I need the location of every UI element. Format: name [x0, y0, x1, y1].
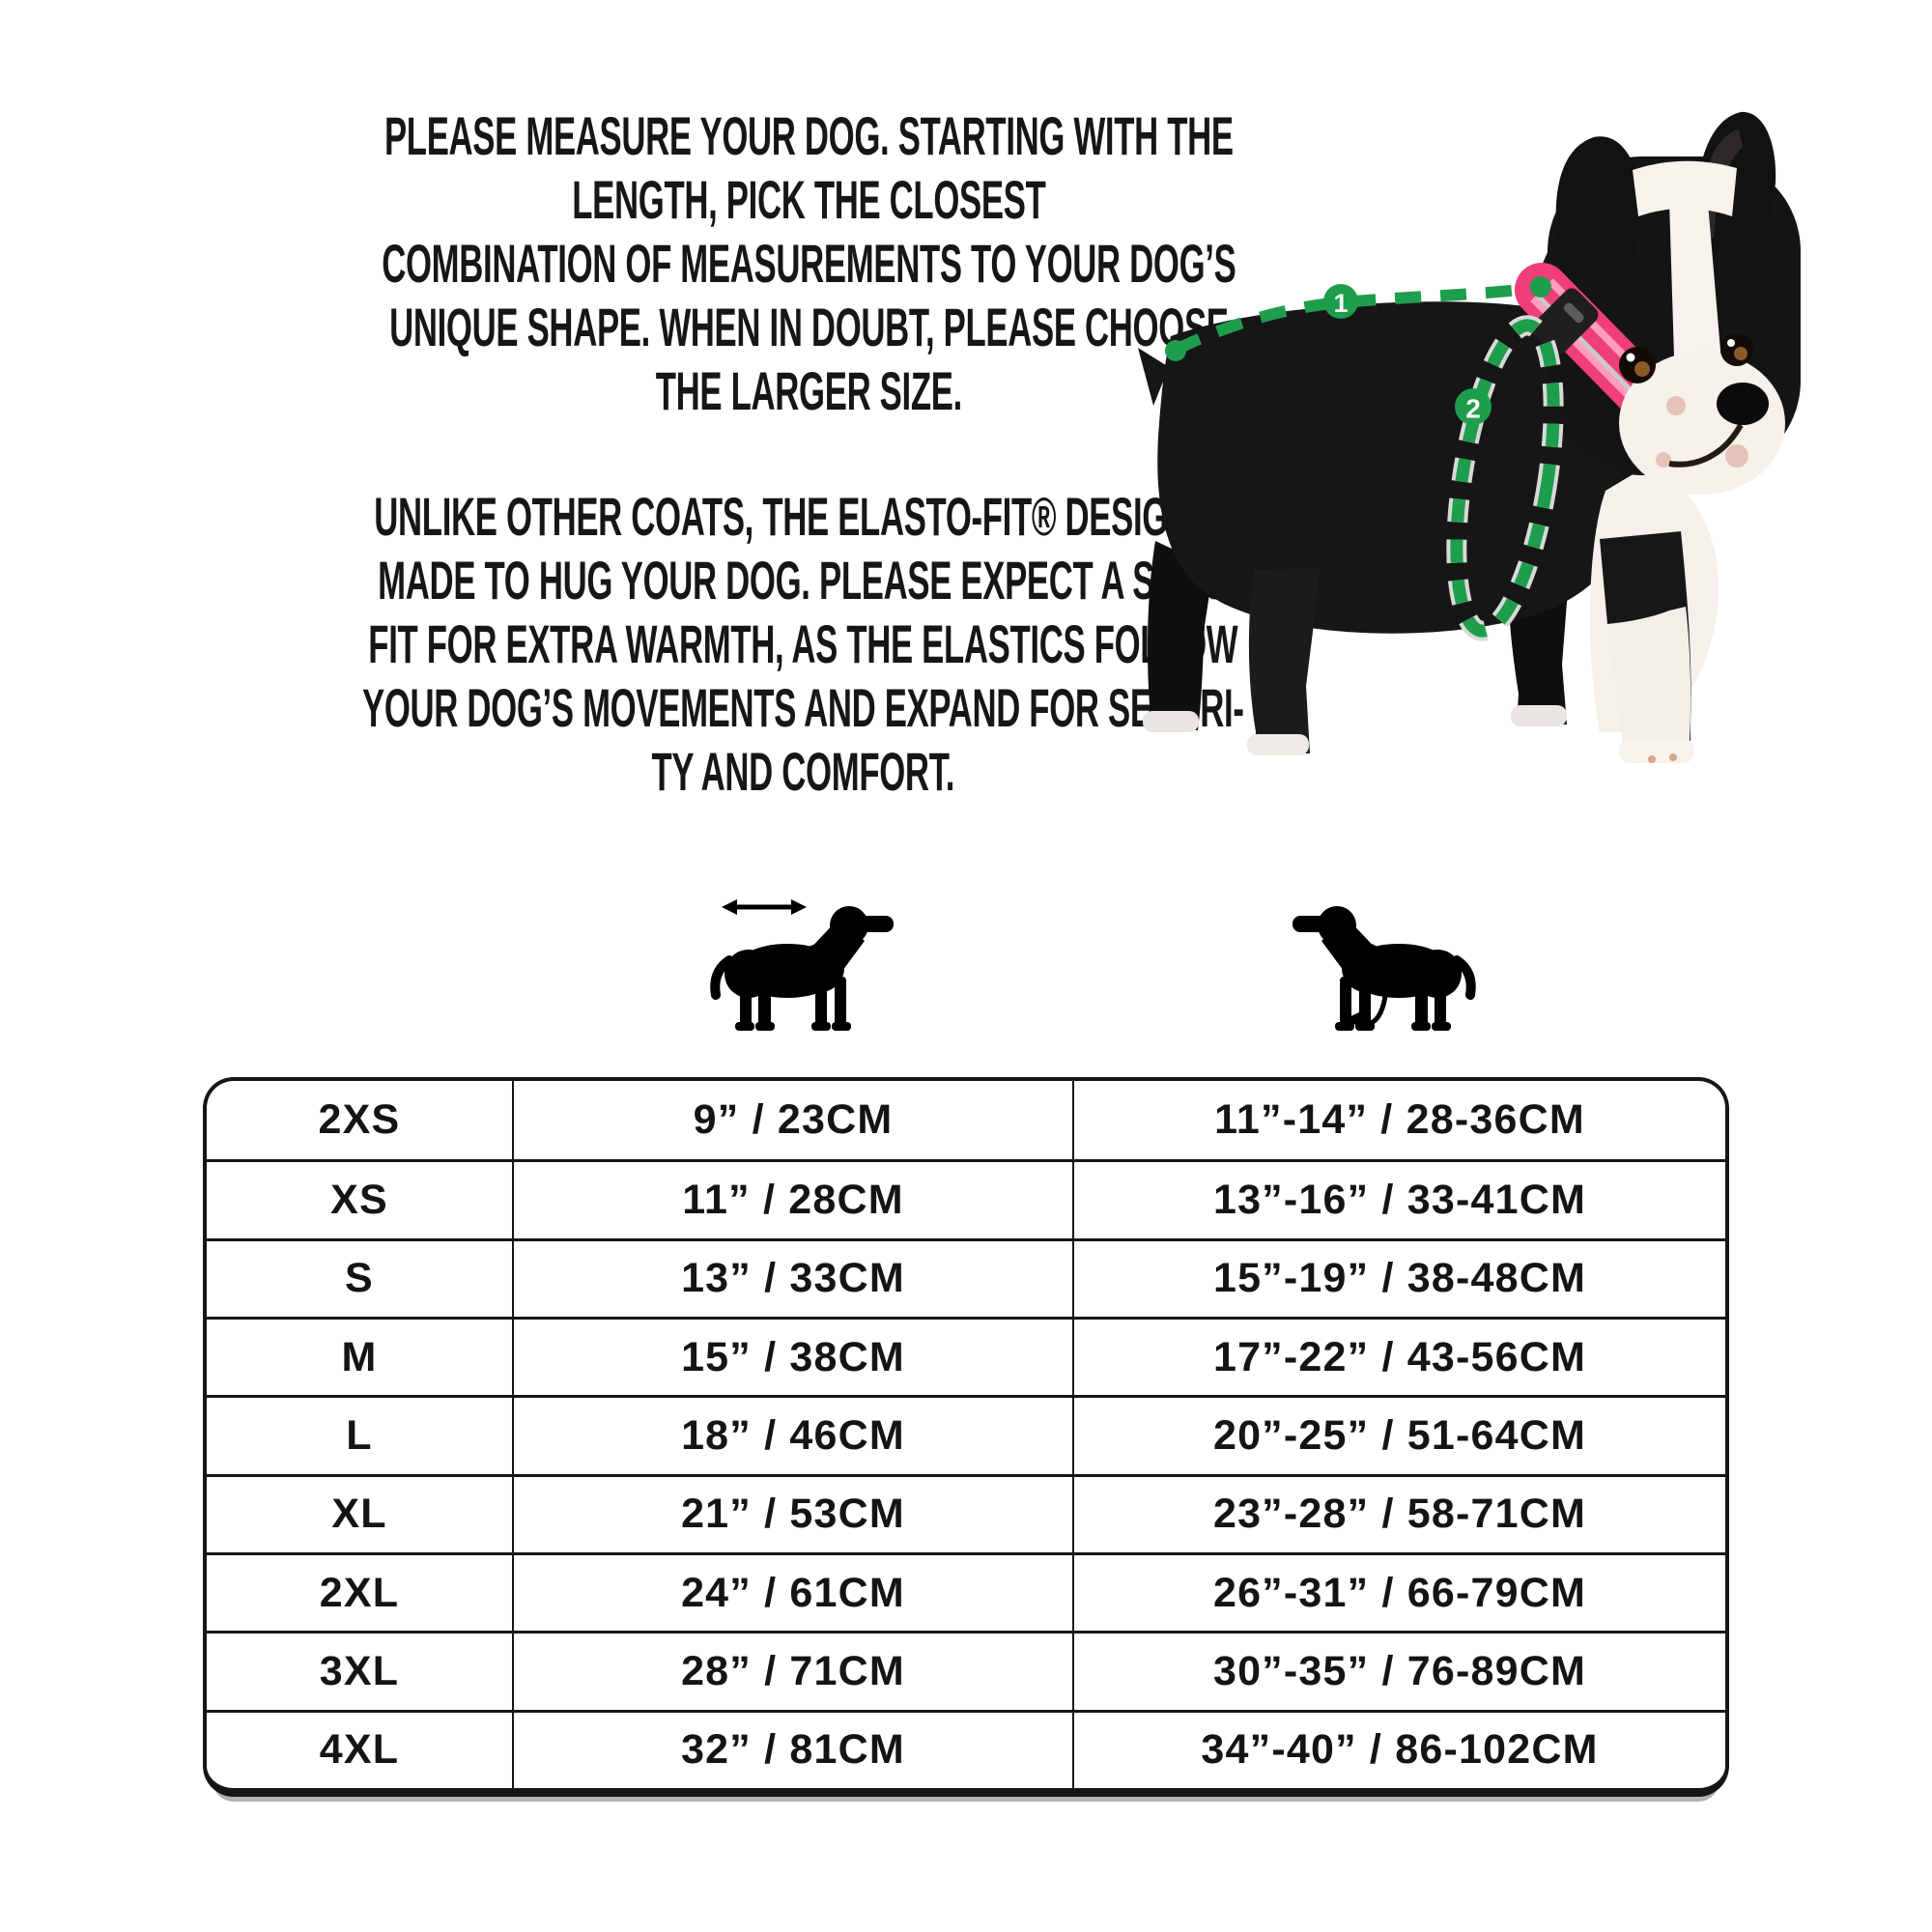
instructions-line: THE LARGER SIZE.	[655, 360, 962, 421]
length-value: 21” / 53CM	[512, 1473, 1072, 1552]
length-value: 32” / 81CM	[512, 1709, 1072, 1788]
girth-value: 26”-31” / 66-79CM	[1072, 1552, 1725, 1632]
elasto-fit-note: UNLIKE OTHER COATS, THE ELASTO-FIT® DESI…	[204, 485, 1402, 804]
girth-value: 20”-25” / 51-64CM	[1072, 1395, 1725, 1474]
girth-value: 17”-22” / 43-56CM	[1072, 1317, 1725, 1396]
instructions-line: PLEASE MEASURE YOUR DOG. STARTING WITH T…	[384, 105, 1234, 166]
note-line: MADE TO HUG YOUR DOG. PLEASE EXPECT A SN…	[378, 550, 1229, 611]
girth-value: 11”-14” / 28-36CM	[1072, 1081, 1725, 1160]
size-label: 4XL	[207, 1709, 512, 1788]
length-value: 24” / 61CM	[512, 1552, 1072, 1632]
length-value: 28” / 71CM	[512, 1631, 1072, 1710]
size-label: 3XL	[207, 1631, 512, 1709]
size-label: L	[207, 1395, 512, 1473]
length-line-end-dot	[1530, 276, 1551, 298]
size-label: 2XL	[207, 1552, 512, 1631]
dog-silhouette-length-icon	[708, 899, 901, 1043]
measurement-marker-2: 2	[1455, 388, 1492, 425]
length-value: 18” / 46CM	[512, 1395, 1072, 1474]
length-value: 13” / 33CM	[512, 1237, 1072, 1317]
girth-value: 30”-35” / 76-89CM	[1072, 1631, 1725, 1710]
size-chart-table: 2XS 9” / 23CM 11”-14” / 28-36CM XS 11” /…	[203, 1077, 1729, 1797]
note-line: UNLIKE OTHER COATS, THE ELASTO-FIT® DESI…	[374, 486, 1233, 547]
measuring-instructions: PLEASE MEASURE YOUR DOG. STARTING WITH T…	[210, 104, 1407, 423]
girth-value: 34”-40” / 86-102CM	[1072, 1709, 1725, 1788]
instructions-line: COMBINATION OF MEASUREMENTS TO YOUR DOG’…	[382, 233, 1236, 294]
dog-silhouette-girth-icon	[1285, 887, 1478, 1043]
girth-value: 15”-19” / 38-48CM	[1072, 1237, 1725, 1317]
instructions-line: LENGTH, PICK THE CLOSEST	[572, 169, 1046, 230]
instructions-line: UNIQUE SHAPE. WHEN IN DOUBT, PLEASE CHOO…	[389, 297, 1229, 357]
length-value: 11” / 28CM	[512, 1159, 1072, 1238]
length-line-start-dot	[1165, 340, 1186, 361]
svg-text:2: 2	[1465, 394, 1481, 424]
girth-rotation-arrow-icon	[1345, 938, 1389, 1029]
length-value: 15” / 38CM	[512, 1317, 1072, 1396]
girth-value: 23”-28” / 58-71CM	[1072, 1473, 1725, 1552]
size-label: 2XS	[318, 1096, 401, 1144]
note-line: FIT FOR EXTRA WARMTH, AS THE ELASTICS FO…	[368, 613, 1238, 674]
length-value: 9” / 23CM	[512, 1081, 1072, 1160]
svg-text:1: 1	[1333, 289, 1348, 318]
note-line: YOUR DOG’S MOVEMENTS AND EXPAND FOR SECU…	[361, 677, 1244, 738]
size-label: S	[207, 1237, 512, 1317]
measurement-marker-1: 1	[1323, 284, 1358, 319]
size-label: XL	[207, 1473, 512, 1552]
girth-value: 13”-16” / 33-41CM	[1072, 1159, 1725, 1238]
size-label: XS	[207, 1159, 512, 1237]
dog-measurement-photo: 1 2	[1138, 111, 1801, 763]
note-line: TY AND COMFORT.	[651, 741, 955, 802]
length-arrow-icon	[722, 899, 807, 915]
size-label: M	[207, 1317, 512, 1395]
